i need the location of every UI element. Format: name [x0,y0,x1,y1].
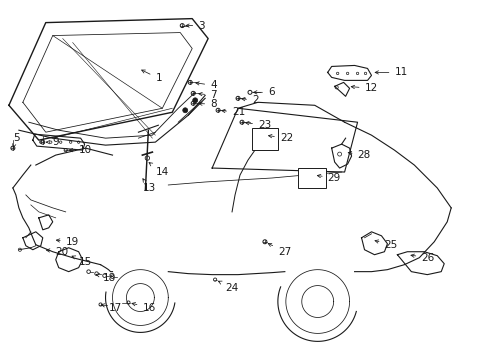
Text: 6: 6 [253,87,274,97]
Text: 7: 7 [199,90,216,100]
Text: 18: 18 [96,273,116,283]
Text: 11: 11 [374,67,407,77]
Text: 14: 14 [149,163,168,177]
Circle shape [183,108,187,113]
Text: 8: 8 [199,99,216,109]
Text: 16: 16 [132,302,155,312]
Text: 24: 24 [218,281,238,293]
Text: 19: 19 [56,237,79,247]
Text: 2: 2 [241,95,258,105]
Text: 28: 28 [347,150,370,160]
Text: 9: 9 [46,137,59,147]
Text: 4: 4 [195,80,216,90]
Text: 17: 17 [101,302,122,312]
Text: 23: 23 [245,120,271,130]
Bar [297,168,325,188]
Text: 20: 20 [46,247,69,257]
Text: 15: 15 [72,256,92,267]
Circle shape [192,98,197,103]
Text: 13: 13 [142,179,155,193]
Text: 1: 1 [142,70,162,84]
Text: 21: 21 [221,107,245,117]
Text: 29: 29 [317,173,340,183]
Text: 25: 25 [374,240,397,250]
Text: 26: 26 [410,253,434,263]
Text: 5: 5 [13,133,20,147]
Text: 22: 22 [268,133,292,143]
Text: 27: 27 [267,243,290,257]
Bar [251,128,277,150]
Text: 10: 10 [69,145,92,155]
Text: 3: 3 [185,21,204,31]
Text: 12: 12 [350,84,377,93]
